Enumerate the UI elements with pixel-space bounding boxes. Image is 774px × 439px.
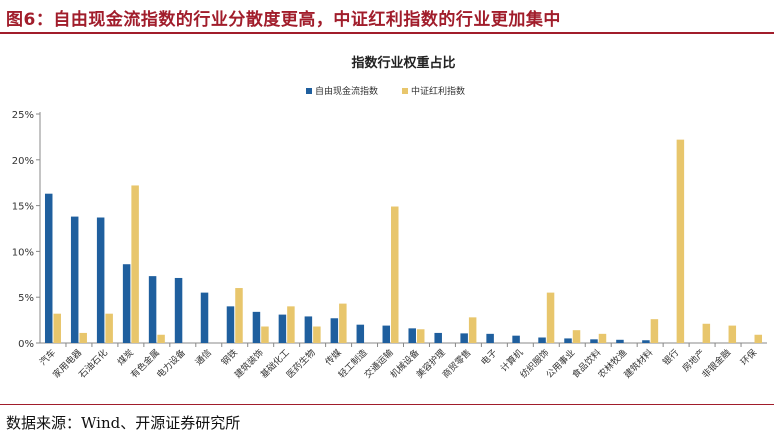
bar-dividend <box>261 326 269 343</box>
bar-dividend <box>287 306 295 343</box>
x-tick-label: 银行 <box>660 347 681 368</box>
x-tick-label: 通信 <box>193 347 214 368</box>
bar-fcf <box>616 339 624 343</box>
y-tick-label: 10% <box>12 247 34 258</box>
bar-dividend <box>702 323 711 343</box>
bar-fcf <box>226 306 235 343</box>
legend-swatch-1 <box>306 88 312 94</box>
bar-dividend <box>754 334 763 343</box>
bar-fcf <box>252 311 261 343</box>
bar-fcf <box>486 333 494 343</box>
bar-fcf <box>512 335 520 343</box>
y-tick-label: 20% <box>12 156 34 167</box>
x-tick-label: 石油石化 <box>76 347 110 381</box>
bar-fcf <box>564 338 572 343</box>
y-tick-label: 0% <box>18 339 34 350</box>
bar-fcf <box>96 217 105 343</box>
bar-dividend <box>105 313 113 343</box>
bar-fcf <box>538 337 546 343</box>
bar-fcf <box>44 193 53 343</box>
bar-fcf <box>122 264 131 343</box>
chart-container: 指数行业权重占比 自由现金流指数 中证红利指数 0% 5% 10% 15% 20% 25% 汽车家… <box>0 38 774 403</box>
bar-dividend <box>339 303 347 343</box>
bar-fcf <box>148 276 157 343</box>
x-tick-label: 汽车 <box>37 347 58 368</box>
x-tick-label: 电力设备 <box>154 347 188 381</box>
bar-dividend <box>468 317 477 343</box>
bar-dividend <box>546 292 555 343</box>
bar-dividend <box>598 333 607 343</box>
bar-dividend <box>53 313 61 343</box>
bar-fcf <box>382 325 391 343</box>
bar-fcf <box>590 339 598 343</box>
bar-dividend <box>79 332 87 343</box>
y-tick-label: 25% <box>12 110 34 121</box>
bar-dividend <box>157 334 165 343</box>
x-tick-label: 环保 <box>738 347 759 368</box>
bar-fcf <box>356 324 365 343</box>
bar-fcf <box>304 316 313 343</box>
bar-fcf <box>200 292 209 343</box>
bar-fcf <box>174 277 183 343</box>
footer-divider <box>0 404 774 405</box>
bar-dividend <box>416 329 425 343</box>
bar-fcf <box>330 318 339 343</box>
x-tick-label: 钢铁 <box>219 347 240 368</box>
legend-label-2: 中证红利指数 <box>411 85 465 97</box>
legend-label-1: 自由现金流指数 <box>315 85 378 97</box>
x-tick-label: 医药生物 <box>284 347 318 381</box>
y-tick-label: 15% <box>12 202 34 213</box>
bar-dividend <box>391 206 399 343</box>
x-tick-label: 电子 <box>478 347 499 368</box>
x-tick-label: 传媒 <box>322 347 343 368</box>
bar-dividend <box>131 185 139 343</box>
bar-dividend <box>728 325 737 343</box>
bar-dividend <box>676 139 685 343</box>
x-tick-label: 非银金融 <box>699 347 733 381</box>
bar-dividend <box>313 326 321 343</box>
figure-title-bar: 图6：自由现金流指数的行业分散度更高，中证红利指数的行业更加集中 <box>0 0 774 34</box>
x-tick-label: 商贸零售 <box>440 347 474 381</box>
y-tick-label: 5% <box>18 293 34 304</box>
bar-fcf <box>434 332 442 343</box>
chart-title: 指数行业权重占比 <box>351 55 455 71</box>
bar-dividend <box>650 319 659 343</box>
x-tick-label: 建筑材料 <box>621 347 655 381</box>
legend-swatch-2 <box>402 88 408 94</box>
bar-fcf <box>408 328 416 343</box>
figure-title: 图6：自由现金流指数的行业分散度更高，中证红利指数的行业更加集中 <box>6 10 561 30</box>
bar-fcf <box>642 340 650 343</box>
bar-fcf <box>278 314 287 343</box>
data-source-note: 数据来源：Wind、开源证券研究所 <box>6 414 241 432</box>
bar-dividend <box>572 330 581 343</box>
bar-fcf <box>70 216 79 343</box>
x-tick-label: 煤炭 <box>115 347 136 368</box>
bar-fcf <box>460 333 468 343</box>
bar-dividend <box>235 288 243 343</box>
